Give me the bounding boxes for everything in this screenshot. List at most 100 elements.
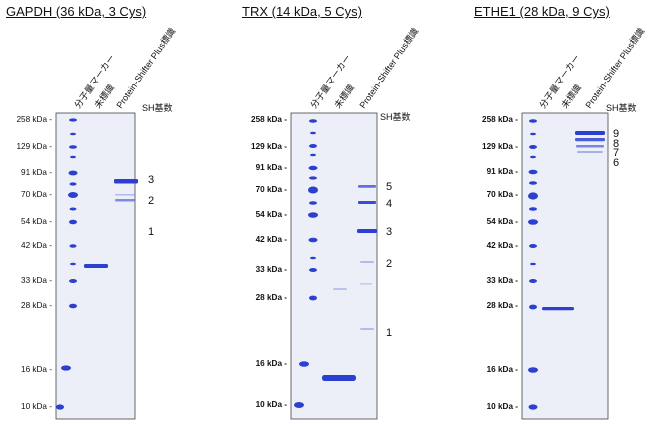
trx-marker-54: 54 kDa - (256, 210, 288, 219)
trx-ladder-band (308, 237, 318, 243)
ethe1-ladder-band (530, 155, 536, 159)
trx-ladder-band (309, 201, 317, 205)
ethe1-marker-258: 258 kDa - (482, 115, 518, 124)
ethe1-marker-91: 91 kDa - (487, 167, 519, 176)
trx-marker-10: 10 kDa - (256, 400, 288, 409)
trx-marker-91: 91 kDa - (256, 163, 288, 172)
gapdh-ladder-band (69, 207, 77, 211)
trx-sh-label-5: 5 (386, 181, 392, 193)
trx-sh-header: SH基数 (380, 111, 411, 122)
ethe1-labeled-band-6 (577, 151, 603, 153)
trx-ladder-band (308, 186, 318, 194)
gapdh-labeled-band-2 (115, 199, 135, 202)
ethe1-gel (521, 112, 609, 420)
ethe1-ladder-band (529, 279, 537, 283)
gapdh-ladder-band (70, 132, 76, 136)
trx-marker-70: 70 kDa - (256, 185, 288, 194)
ethe1-unlabeled-band (542, 307, 574, 311)
ethe1-panel: 分子量マーカー 未標識 Protein-Shifter Plus標識 SH基数 … (482, 26, 647, 420)
gapdh-ladder-band (69, 182, 77, 186)
gapdh-sh-label-1: 1 (148, 226, 154, 238)
trx-marker-33: 33 kDa - (256, 265, 288, 274)
trx-labeled-band-1 (360, 328, 374, 330)
gapdh-ladder-band (61, 365, 71, 371)
gapdh-marker-54: 54 kDa - (21, 217, 52, 226)
ethe1-ladder-band (529, 244, 537, 248)
ethe1-marker-54: 54 kDa - (487, 217, 519, 226)
trx-marker-42: 42 kDa - (256, 235, 288, 244)
ethe1-ladder-band (530, 262, 536, 266)
trx-ladder-band (309, 144, 317, 148)
trx-ladder-band (309, 268, 317, 272)
ethe1-panel-title: ETHE1 (28 kDa, 9 Cys) (474, 4, 610, 19)
ethe1-ladder-band (528, 192, 538, 200)
trx-panel-title: TRX (14 kDa, 5 Cys) (242, 4, 362, 19)
trx-labeled-band-faint (360, 283, 372, 285)
ethe1-marker-129: 129 kDa - (482, 142, 518, 151)
gapdh-marker-129: 129 kDa - (17, 142, 53, 151)
trx-sh-label-3: 3 (386, 226, 392, 238)
ethe1-marker-42: 42 kDa - (487, 241, 519, 250)
ethe1-marker-28: 28 kDa - (487, 301, 519, 310)
ethe1-sh-label-9: 9 (613, 128, 619, 140)
trx-ladder-band (308, 165, 318, 171)
gapdh-labeled-band-3 (114, 179, 138, 184)
ethe1-ladder-band (528, 404, 538, 410)
gapdh-ladder-band (69, 303, 77, 309)
gapdh-ladder-band (69, 279, 77, 283)
ethe1-marker-70: 70 kDa - (487, 190, 519, 199)
trx-marker-lane (294, 119, 318, 408)
ethe1-marker-lane (528, 119, 538, 410)
trx-unlabeled-faint-band (333, 288, 347, 290)
gapdh-marker-70: 70 kDa - (21, 190, 52, 199)
trx-lane-header-labeled: Protein-Shifter Plus標識 (357, 26, 421, 111)
ethe1-marker-16: 16 kDa - (487, 365, 519, 374)
gapdh-ladder-band (69, 244, 77, 248)
trx-labeled-band-4 (358, 201, 376, 204)
trx-labeled-band-3 (357, 229, 377, 233)
gapdh-ladder-band (68, 192, 78, 198)
ethe1-ladder-band (529, 145, 537, 149)
gapdh-sh-header: SH基数 (142, 102, 173, 113)
ethe1-labeled-band-7 (576, 145, 604, 148)
gapdh-panel-title: GAPDH (36 kDa, 3 Cys) (6, 4, 147, 19)
gapdh-ladder-band (56, 404, 64, 410)
ethe1-ladder-band (530, 132, 536, 136)
trx-sh-label-1: 1 (386, 327, 392, 339)
ethe1-marker-10: 10 kDa - (487, 402, 519, 411)
gapdh-ladder-band (68, 170, 78, 176)
ethe1-labeled-band-8 (575, 138, 605, 142)
ethe1-sh-header: SH基数 (606, 102, 637, 113)
ethe1-ladder-band (528, 219, 538, 225)
gapdh-marker-28: 28 kDa - (21, 301, 52, 310)
trx-labeled-band-2 (360, 261, 374, 263)
gapdh-sh-label-3: 3 (148, 174, 154, 186)
gapdh-ladder-band (70, 262, 76, 266)
ethe1-sh-label-8: 8 (613, 138, 619, 150)
ethe1-ladder-band (528, 169, 538, 175)
trx-ladder-band (310, 256, 316, 260)
ethe1-ladder-band (529, 207, 537, 211)
gapdh-sh-label-2: 2 (148, 195, 154, 207)
ethe1-ladder-band (528, 367, 538, 373)
ethe1-sh-label-6: 6 (613, 157, 619, 169)
ethe1-lane-header-labeled: Protein-Shifter Plus標識 (583, 26, 647, 111)
ethe1-lane-header-marker: 分子量マーカー (537, 53, 581, 110)
trx-ladder-band (310, 153, 316, 157)
ethe1-marker-33: 33 kDa - (487, 276, 519, 285)
trx-gel (290, 112, 378, 420)
gapdh-marker-258: 258 kDa - (17, 115, 53, 124)
trx-labeled-band-5 (358, 185, 376, 188)
trx-sh-label-2: 2 (386, 258, 392, 270)
gapdh-labeled-band-faint (115, 194, 135, 196)
gapdh-ladder-band (69, 118, 77, 122)
ethe1-ladder-band (529, 119, 537, 123)
ethe1-ladder-band (529, 304, 537, 310)
gapdh-ladder-band (70, 155, 76, 159)
gapdh-marker-91: 91 kDa - (21, 168, 52, 177)
trx-ladder-band (309, 295, 317, 301)
trx-panel: 分子量マーカー 未標識 Protein-Shifter Plus標識 SH基数 … (251, 26, 421, 420)
gapdh-marker-16: 16 kDa - (21, 365, 52, 374)
gapdh-marker-33: 33 kDa - (21, 276, 52, 285)
